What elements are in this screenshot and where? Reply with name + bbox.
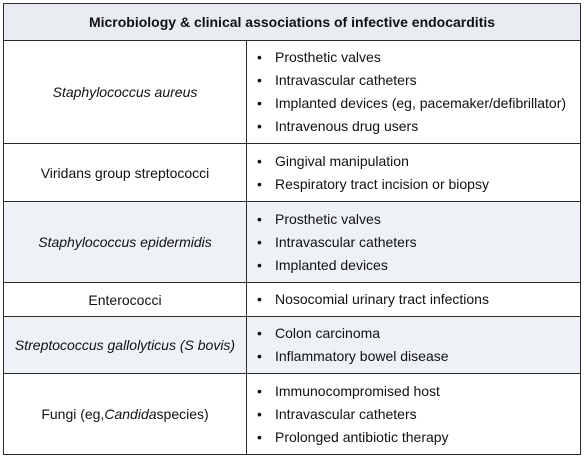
organism-cell: Enterococci: [4, 283, 247, 316]
association-cell: • Colon carcinoma • Inflammatory bowel dis…: [247, 317, 580, 373]
bullet-icon: •: [257, 256, 262, 273]
list-item: • Intravascular catheters: [257, 69, 580, 92]
bullet-icon: •: [257, 72, 262, 88]
table-title: Microbiology & clinical associations of …: [4, 4, 580, 41]
bullet-icon: •: [257, 210, 262, 227]
list-item: • Inflammatory bowel disease: [257, 345, 580, 368]
bullet-icon: •: [257, 428, 262, 445]
list-item: • Nosocomial urinary tract infections: [257, 288, 580, 311]
bullet-icon: •: [257, 49, 262, 65]
endocarditis-table: Microbiology & clinical associations of …: [3, 3, 581, 455]
bullet-icon: •: [257, 95, 262, 111]
list-item: • Immunocompromised host: [257, 380, 580, 403]
table-row: Staphylococcus aureus • Prosthetic valves…: [4, 41, 580, 144]
bullet-icon: •: [257, 233, 262, 250]
table-row: Staphylococcus epidermidis • Prosthetic v…: [4, 202, 580, 283]
bullet-icon: •: [257, 291, 262, 307]
association-cell: • Nosocomial urinary tract infections: [247, 283, 580, 316]
list-item: • Intravascular catheters: [257, 231, 580, 254]
table-row: Enterococci • Nosocomial urinary tract in…: [4, 283, 580, 317]
table-row: Viridans group streptococci • Gingival ma…: [4, 144, 580, 202]
bullet-icon: •: [257, 325, 262, 341]
list-item: • Implanted devices: [257, 254, 580, 277]
table-row: Streptococcus gallolyticus (S bovis) • Co…: [4, 317, 580, 374]
bullet-icon: •: [257, 405, 262, 422]
list-item: • Prolonged antibiotic therapy: [257, 426, 580, 449]
association-cell: • Gingival manipulation • Respiratory trac…: [247, 144, 580, 201]
organism-cell: Staphylococcus epidermidis: [4, 202, 247, 282]
organism-cell: Staphylococcus aureus: [4, 41, 247, 143]
organism-cell: Fungi (eg, Candida species): [4, 374, 247, 454]
bullet-icon: •: [257, 175, 262, 192]
organism-cell: Streptococcus gallolyticus (S bovis): [4, 317, 247, 373]
bullet-icon: •: [257, 152, 262, 169]
bullet-icon: •: [257, 118, 262, 134]
list-item: • Prosthetic valves: [257, 46, 580, 69]
association-cell: • Prosthetic valves • Intravascular cathet…: [247, 202, 580, 282]
list-item: • Gingival manipulation: [257, 150, 580, 173]
list-item: • Colon carcinoma: [257, 322, 580, 345]
list-item: • Prosthetic valves: [257, 208, 580, 231]
organism-cell: Viridans group streptococci: [4, 144, 247, 201]
list-item: • Respiratory tract incision or biopsy: [257, 173, 580, 196]
table-row: Fungi (eg, Candida species) • Immunocompr…: [4, 374, 580, 454]
list-item: • Intravenous drug users: [257, 115, 580, 138]
association-cell: • Prosthetic valves • Intravascular cathet…: [247, 41, 580, 143]
bullet-icon: •: [257, 348, 262, 364]
list-item: • Intravascular catheters: [257, 403, 580, 426]
association-cell: • Immunocompromised host • Intravascular c…: [247, 374, 580, 454]
list-item: • Implanted devices (eg, pacemaker/defibr…: [257, 92, 580, 115]
bullet-icon: •: [257, 382, 262, 399]
